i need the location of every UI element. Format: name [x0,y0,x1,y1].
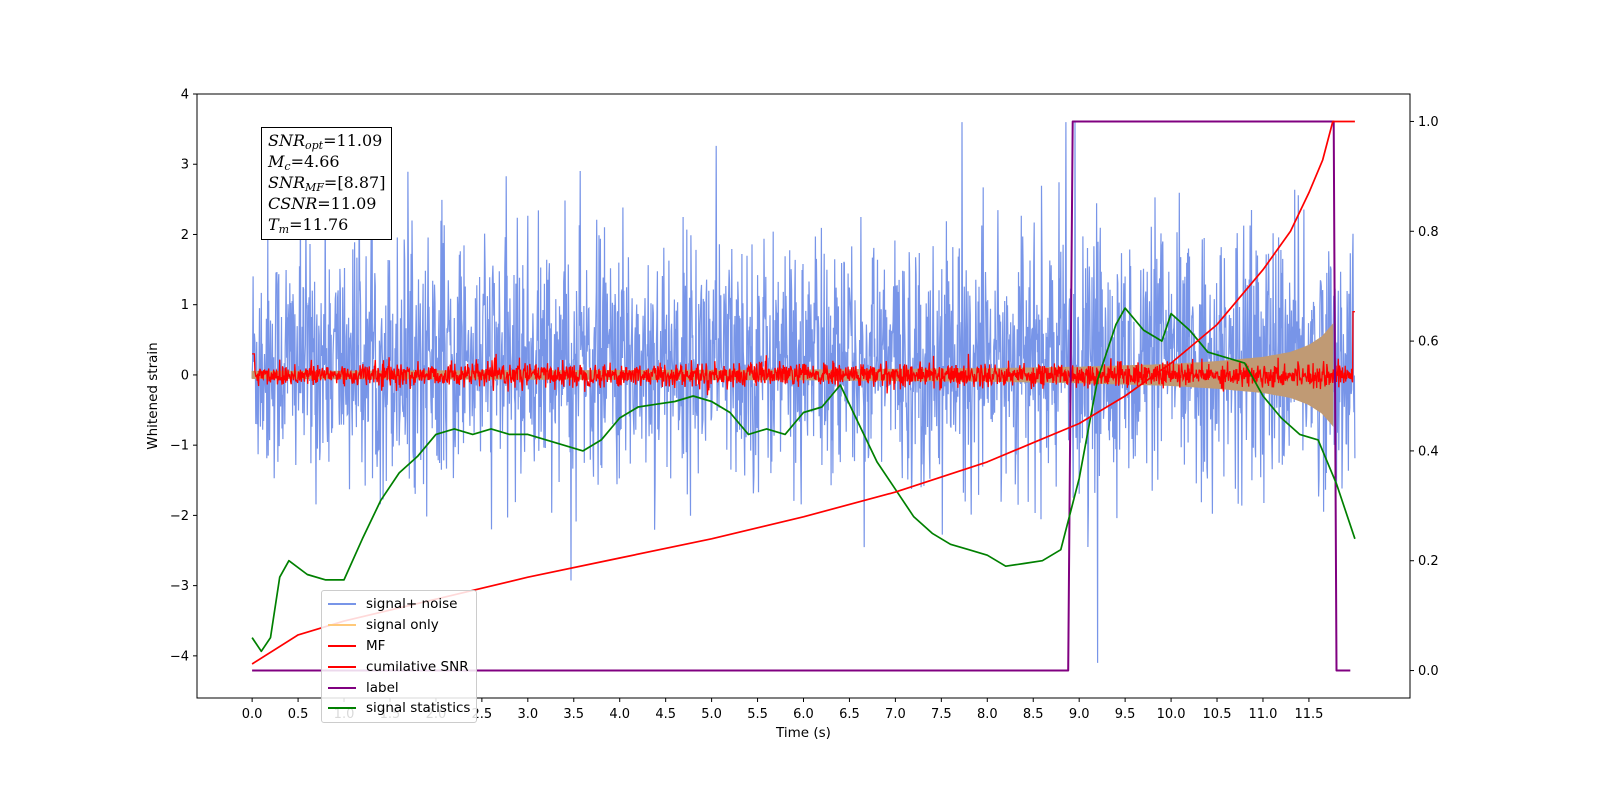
y2-tick-label: 0.2 [1418,554,1439,569]
y-axis-label: Whitened strain [145,342,161,449]
legend-label: signal statistics [366,700,471,717]
y2-tick-label: 0.8 [1418,225,1439,240]
x-tick-label: 5.5 [747,707,768,722]
x-tick-label: 6.5 [839,707,860,722]
series-signal-statistics [251,307,1356,653]
x-tick-label: 3.0 [517,707,538,722]
annotation-snr-mf: SNRMF=[8.87] [268,173,386,194]
annotation-tm: Tm=11.76 [268,215,349,236]
y-axis-left: 4 3 2 1 0 −1 −2 −3 −4 [170,88,197,664]
legend-entry-signal-only: signal only [328,615,470,636]
legend-entry-signal-noise: signal+ noise [328,594,470,615]
x-tick-label: 0.5 [288,707,309,722]
x-tick-label: 4.5 [655,707,676,722]
legend-swatch [328,707,356,710]
x-tick-label: 10.5 [1203,707,1232,722]
legend-label: cumilative SNR [366,658,469,675]
legend-label: signal only [366,617,439,634]
y-tick-label: 4 [181,88,189,103]
x-tick-label: 9.5 [1115,707,1136,722]
legend-entry-mf: MF [328,636,470,657]
x-tick-label: 4.0 [609,707,630,722]
y-tick-label: 2 [181,228,189,243]
legend: signal+ noise signal only MF cumilative … [321,590,478,723]
legend-entry-cumulative-snr: cumilative SNR [328,656,470,677]
y2-tick-label: 0.0 [1418,664,1439,679]
x-tick-label: 7.5 [931,707,952,722]
y-tick-label: −2 [170,509,189,524]
legend-label: MF [366,637,386,654]
y2-tick-label: 1.0 [1418,115,1439,130]
plot-area [251,120,1356,672]
legend-entry-label: label [328,677,470,698]
x-tick-label: 5.0 [701,707,722,722]
annotation-csnr: CSNR=11.09 [268,194,377,213]
annotation-mc: Mc=4.66 [268,152,340,173]
x-tick-label: 11.5 [1294,707,1323,722]
series-mf [252,311,1355,396]
y2-tick-label: 0.6 [1418,335,1439,350]
y2-tick-label: 0.4 [1418,444,1439,459]
x-tick-label: 10.0 [1157,707,1186,722]
y-axis-right: 1.0 0.8 0.6 0.4 0.2 0.0 [1410,115,1439,679]
x-tick-label: 6.0 [793,707,814,722]
x-tick-label: 9.0 [1069,707,1090,722]
y-tick-label: −3 [170,579,189,594]
legend-swatch [328,603,356,606]
legend-label: signal+ noise [366,596,458,613]
y-tick-label: 0 [181,368,189,383]
x-tick-label: 8.0 [977,707,998,722]
y-tick-label: −4 [170,649,189,664]
legend-swatch [328,624,356,627]
series-label [252,120,1351,672]
legend-swatch [328,644,356,647]
series-signal-noise [251,122,1356,663]
x-tick-label: 8.5 [1023,707,1044,722]
y-tick-label: 1 [181,298,189,313]
x-axis-label: Time (s) [775,725,831,741]
x-tick-label: 3.5 [563,707,584,722]
x-tick-label: 11.0 [1248,707,1277,722]
y-tick-label: 3 [181,158,189,173]
stats-annotation-box: SNRopt=11.09 Mc=4.66 SNRMF=[8.87] CSNR=1… [261,127,393,240]
x-tick-label: 0.0 [242,707,263,722]
y-tick-label: −1 [170,439,189,454]
annotation-snr-opt: SNRopt=11.09 [268,131,383,152]
x-tick-label: 7.0 [885,707,906,722]
legend-swatch [328,665,356,668]
legend-swatch [328,686,356,689]
legend-entry-signal-statistics: signal statistics [328,698,470,719]
legend-label: label [366,679,399,696]
